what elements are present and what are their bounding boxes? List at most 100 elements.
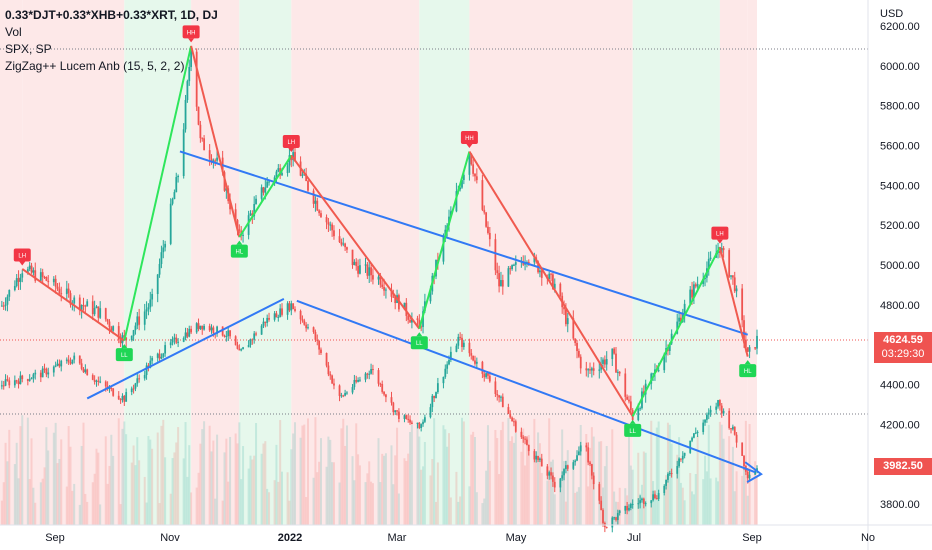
pivot-label-tip bbox=[629, 419, 636, 424]
candle-body bbox=[561, 475, 564, 479]
volume-bar bbox=[679, 482, 682, 525]
candle-body bbox=[366, 373, 369, 375]
time-axis[interactable]: Sep Nov 2022 Mar May Jul Sep No bbox=[45, 532, 875, 544]
volume-bar bbox=[214, 498, 217, 525]
volume-bar bbox=[149, 439, 152, 525]
candle-body bbox=[553, 283, 556, 289]
volume-bar bbox=[238, 422, 241, 525]
candle-body bbox=[488, 232, 491, 240]
volume-bar bbox=[286, 472, 289, 525]
legend-spx[interactable]: SPX, SP bbox=[5, 42, 52, 56]
volume-bar bbox=[123, 421, 126, 525]
candle-body bbox=[652, 494, 654, 501]
legend-zigzag[interactable]: ZigZag++ Lucem Anb (15, 5, 2, 2) bbox=[5, 59, 185, 73]
pivot-label-text: LL bbox=[629, 429, 636, 435]
zigzag-segment bbox=[718, 246, 749, 357]
candle-body bbox=[694, 432, 697, 434]
volume-bar bbox=[275, 444, 278, 525]
candle-body bbox=[184, 99, 187, 130]
candle-body bbox=[418, 422, 421, 429]
volume-bar bbox=[104, 436, 107, 525]
legend-volume[interactable]: Vol bbox=[5, 25, 22, 39]
volume-bar bbox=[99, 504, 102, 525]
volume-bar bbox=[533, 418, 536, 525]
candle-body bbox=[331, 224, 334, 231]
volume-bar bbox=[95, 448, 98, 525]
candle-body bbox=[577, 451, 580, 456]
trend-band bbox=[22, 0, 125, 525]
candle-body bbox=[513, 421, 515, 423]
legend-main-symbol[interactable]: 0.33*DJT+0.33*XHB+0.33*XRT, 1D, DJ bbox=[5, 8, 218, 22]
candle-body bbox=[624, 373, 627, 397]
candle-body bbox=[65, 288, 68, 295]
candle-body bbox=[351, 249, 354, 266]
volume-bar bbox=[702, 479, 705, 525]
candle-body bbox=[242, 234, 244, 236]
candle-body bbox=[130, 335, 133, 340]
volume-bar bbox=[342, 418, 345, 525]
candle-body bbox=[650, 500, 653, 504]
candle-body bbox=[420, 326, 423, 328]
candle-body bbox=[683, 452, 686, 456]
candle-body bbox=[171, 339, 174, 343]
candle-body bbox=[325, 217, 328, 223]
candle-body bbox=[260, 325, 263, 335]
volume-bar bbox=[197, 472, 200, 525]
candle-body bbox=[279, 308, 282, 318]
candle-body bbox=[344, 392, 347, 396]
volume-bar bbox=[21, 415, 24, 525]
countdown-badge: 03:29:30 bbox=[874, 346, 932, 363]
candle-body bbox=[539, 270, 541, 273]
volume-bar bbox=[82, 422, 85, 525]
volume-bar bbox=[535, 455, 538, 525]
candle-body bbox=[238, 348, 241, 351]
candle-body bbox=[214, 160, 217, 162]
pivot-labels: LH LL HH HL LH LL HH LL LH HL bbox=[13, 25, 757, 437]
volume-bar bbox=[403, 458, 406, 525]
candle-body bbox=[683, 303, 686, 315]
pivot-label-box bbox=[739, 364, 757, 378]
volume-bar bbox=[134, 465, 137, 525]
candle-body bbox=[342, 395, 345, 397]
candle-body bbox=[225, 336, 228, 338]
volume-bar bbox=[143, 476, 146, 525]
candle-body bbox=[195, 51, 198, 107]
candle-body bbox=[156, 353, 159, 358]
candle-body bbox=[592, 475, 595, 485]
pivot-label-text: LH bbox=[18, 253, 26, 259]
candle-body bbox=[123, 395, 126, 402]
volume-bar bbox=[652, 481, 655, 525]
volume-bar bbox=[704, 455, 707, 525]
candle-body bbox=[574, 338, 577, 343]
candle-body bbox=[564, 465, 567, 470]
candle-body bbox=[670, 473, 673, 475]
candle-body bbox=[409, 419, 411, 423]
candle-body bbox=[136, 316, 139, 326]
candle-body bbox=[229, 330, 231, 337]
volume-bar bbox=[407, 453, 410, 525]
candle-body bbox=[238, 229, 241, 231]
candle-body bbox=[585, 445, 588, 448]
candle-body bbox=[132, 388, 135, 390]
pivot-label-box bbox=[13, 248, 31, 262]
price-axis[interactable]: 6200.00 6000.00 5800.00 5600.00 5400.00 5200.… bbox=[880, 21, 920, 511]
candle-body bbox=[190, 51, 193, 67]
candle-body bbox=[704, 419, 706, 423]
candle-body bbox=[134, 383, 137, 389]
volume-bar bbox=[266, 488, 269, 525]
candle-body bbox=[598, 484, 601, 501]
volume-bar bbox=[587, 486, 590, 525]
volume-bar bbox=[78, 504, 81, 525]
candle-body bbox=[359, 265, 361, 274]
volume-bar bbox=[577, 487, 580, 525]
candle-body bbox=[221, 326, 224, 336]
candle-body bbox=[344, 243, 347, 248]
volume-bar bbox=[199, 443, 202, 525]
volume-bar bbox=[486, 425, 489, 525]
candle-body bbox=[156, 274, 159, 295]
candle-body bbox=[314, 331, 317, 340]
volume-bar bbox=[130, 462, 133, 525]
candle-body bbox=[28, 265, 31, 270]
pivot-label-tip bbox=[19, 261, 26, 266]
